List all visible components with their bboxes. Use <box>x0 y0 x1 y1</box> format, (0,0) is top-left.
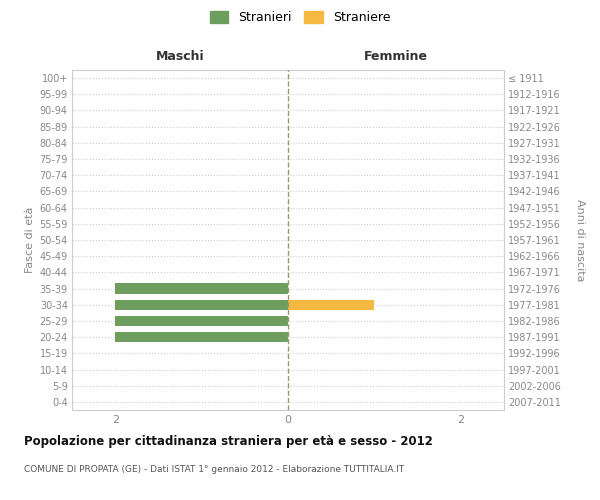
Text: Maschi: Maschi <box>155 50 205 63</box>
Bar <box>115 284 288 294</box>
Bar <box>115 300 288 310</box>
Bar <box>288 300 374 310</box>
Bar <box>115 316 288 326</box>
Text: COMUNE DI PROPATA (GE) - Dati ISTAT 1° gennaio 2012 - Elaborazione TUTTITALIA.IT: COMUNE DI PROPATA (GE) - Dati ISTAT 1° g… <box>24 465 404 474</box>
Text: Popolazione per cittadinanza straniera per età e sesso - 2012: Popolazione per cittadinanza straniera p… <box>24 435 433 448</box>
Legend: Stranieri, Straniere: Stranieri, Straniere <box>209 11 391 24</box>
Y-axis label: Fasce di età: Fasce di età <box>25 207 35 273</box>
Bar <box>115 332 288 342</box>
Text: Femmine: Femmine <box>364 50 428 63</box>
Y-axis label: Anni di nascita: Anni di nascita <box>575 198 585 281</box>
